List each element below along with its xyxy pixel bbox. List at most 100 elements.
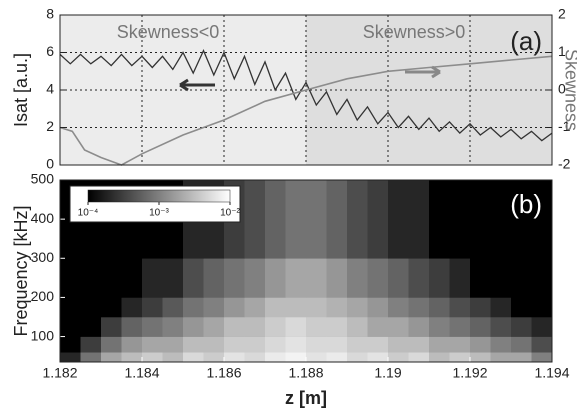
- heatmap-cell: [429, 352, 450, 363]
- heatmap-cell: [60, 316, 81, 337]
- y-tick-label: 4: [46, 81, 54, 97]
- plot-frame: [59, 14, 553, 166]
- heatmap-cell: [142, 297, 163, 318]
- panel-label: (b): [510, 189, 542, 219]
- heatmap-cell: [347, 316, 368, 337]
- heatmap-cell: [265, 297, 286, 318]
- heatmap-cell: [101, 352, 122, 363]
- heatmap-cell: [306, 316, 327, 337]
- heatmap-cell: [429, 258, 450, 298]
- heatmap-cell: [244, 316, 266, 337]
- heatmap-cell: [285, 180, 307, 259]
- heatmap-cell: [101, 258, 122, 298]
- heatmap-cell: [429, 336, 450, 353]
- heatmap-cell: [531, 316, 553, 337]
- heatmap-cell: [80, 258, 102, 298]
- y2-tick-label: 0: [558, 81, 566, 97]
- heatmap-cell: [224, 297, 245, 318]
- y-tick-label: 400: [31, 210, 55, 226]
- y-tick-label: 500: [31, 171, 55, 187]
- heatmap-cell: [265, 258, 286, 298]
- x-tick-label: 1.192: [452, 365, 487, 381]
- y-tick-label: 300: [31, 249, 55, 265]
- heatmap-cell: [285, 297, 307, 318]
- x-tick-label: 1.186: [206, 365, 241, 381]
- heatmap-cell: [162, 258, 184, 298]
- colorbar-tick-label: 10⁻⁴: [78, 208, 99, 219]
- heatmap-cell: [470, 297, 491, 318]
- x-tick-label: 1.184: [124, 365, 159, 381]
- y-axis-label: Isat [a.u.]: [11, 53, 31, 127]
- heatmap-cell: [162, 316, 184, 337]
- heatmap-cell: [490, 316, 512, 337]
- heatmap-cell: [183, 352, 204, 363]
- heatmap-cell: [244, 180, 266, 259]
- heatmap-cell: [429, 180, 450, 259]
- heatmap-cell: [183, 316, 204, 337]
- heatmap-cell: [203, 297, 225, 318]
- heatmap-cell: [470, 180, 491, 259]
- heatmap-cell: [306, 297, 327, 318]
- y-tick-label: 6: [46, 43, 54, 59]
- heatmap-cell: [306, 180, 327, 259]
- heatmap-cell: [531, 352, 553, 363]
- heatmap-cell: [224, 336, 245, 353]
- heatmap-cell: [511, 316, 532, 337]
- heatmap-cell: [265, 316, 286, 337]
- heatmap-cell: [306, 336, 327, 353]
- heatmap-cell: [490, 180, 512, 259]
- heatmap-cell: [511, 297, 532, 318]
- y2-tick-label: -2: [558, 156, 571, 172]
- heatmap-cell: [285, 352, 307, 363]
- heatmap-cell: [511, 336, 532, 353]
- arrow-right: [405, 65, 441, 79]
- arrow-left: [179, 78, 215, 92]
- heatmap-cell: [388, 258, 409, 298]
- heatmap-cell: [121, 316, 143, 337]
- heatmap-cell: [490, 258, 512, 298]
- heatmap-cell: [347, 180, 368, 259]
- heatmap-cell: [244, 297, 266, 318]
- heatmap-cell: [224, 352, 245, 363]
- heatmap-cell: [388, 316, 409, 337]
- heatmap-cell: [449, 180, 471, 259]
- heatmap-cell: [285, 316, 307, 337]
- heatmap-cell: [367, 336, 389, 353]
- y-tick-label: 200: [31, 288, 55, 304]
- heatmap-cell: [470, 258, 491, 298]
- heatmap-cell: [121, 297, 143, 318]
- heatmap-cell: [388, 336, 409, 353]
- x-tick-label: 1.19: [374, 365, 401, 381]
- heatmap-cell: [347, 258, 368, 298]
- heatmap-cell: [511, 352, 532, 363]
- heatmap-cell: [408, 258, 430, 298]
- heatmap-cell: [265, 352, 286, 363]
- heatmap-cell: [347, 336, 368, 353]
- heatmap-cell: [531, 258, 553, 298]
- heatmap-cell: [490, 297, 512, 318]
- heatmap-cell: [388, 180, 409, 259]
- heatmap-cell: [470, 352, 491, 363]
- colorbar-tick-label: 10⁻³: [149, 208, 169, 219]
- heatmap-cell: [531, 336, 553, 353]
- heatmap-cell: [80, 316, 102, 337]
- heatmap-cell: [101, 336, 122, 353]
- heatmap-cell: [326, 336, 348, 353]
- heatmap-cell: [142, 258, 163, 298]
- y-tick-label: 8: [46, 6, 54, 22]
- heatmap-cell: [449, 258, 471, 298]
- heatmap-cell: [449, 336, 471, 353]
- heatmap-cell: [183, 336, 204, 353]
- heatmap-cell: [326, 352, 348, 363]
- heatmap-cell: [326, 258, 348, 298]
- region-label: Skewness>0: [363, 22, 466, 42]
- panel-label: (a): [510, 26, 542, 56]
- heatmap-cell: [183, 297, 204, 318]
- heatmap-cell: [285, 258, 307, 298]
- heatmap-cell: [490, 336, 512, 353]
- heatmap-cell: [101, 316, 122, 337]
- heatmap-cell: [367, 258, 389, 298]
- heatmap-cell: [306, 258, 327, 298]
- heatmap-cell: [203, 352, 225, 363]
